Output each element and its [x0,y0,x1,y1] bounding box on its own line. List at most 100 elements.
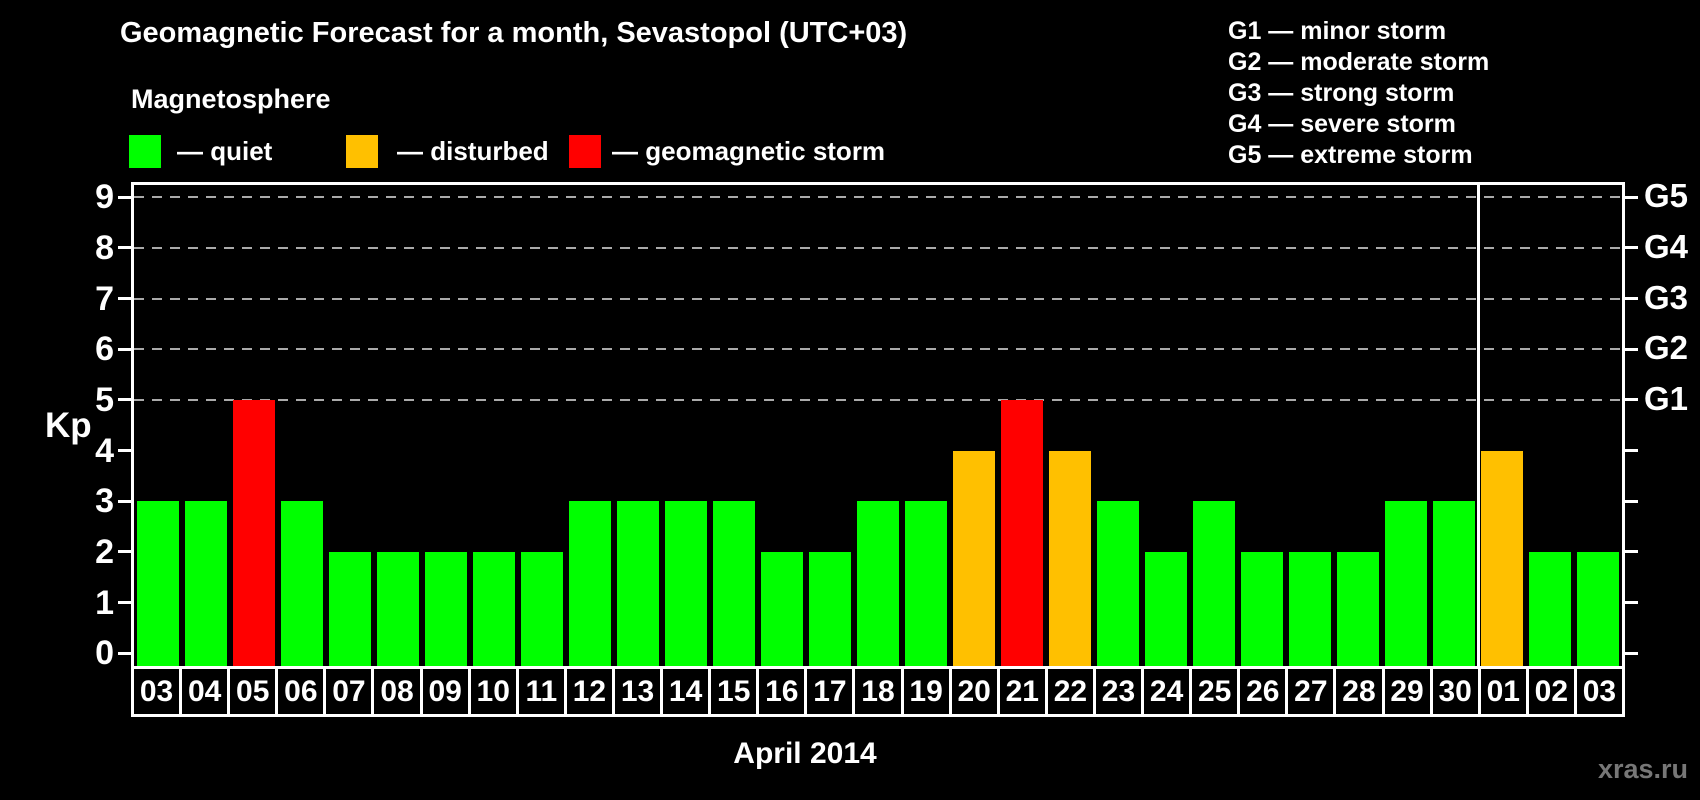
quiet-color-swatch [129,135,161,168]
y-tick-right-2 [1625,550,1638,554]
y-tick-right-4 [1625,449,1638,453]
day-label-01: 01 [1477,666,1529,717]
g-legend-line-g3: G3 — strong storm [1228,79,1455,107]
right-axis-label-g4: G4 [1644,227,1689,265]
magnetosphere-label: Magnetosphere [131,84,331,114]
gridline-kp8 [134,246,1622,249]
kp-bar-day-03 [136,501,179,666]
y-tick-left-1 [118,601,131,605]
kp-bar-day-02 [1528,551,1571,666]
day-label-16: 16 [756,666,808,717]
y-axis-title: Kp [45,406,92,445]
y-tick-label-3: 3 [95,482,114,521]
legend-item-quiet: — quiet [129,135,272,168]
day-label-13: 13 [611,666,664,717]
kp-bar-day-03 [1576,551,1619,666]
g-scale-legend: G1 — minor storm G2 — moderate storm G3 … [1228,16,1489,171]
kp-bar-day-12 [568,501,611,666]
day-label-18: 18 [852,666,904,717]
day-label-03: 03 [1573,666,1625,717]
kp-bar-day-25 [1192,501,1235,666]
day-label-20: 20 [948,666,1000,717]
kp-bar-day-05 [232,399,275,666]
kp-bar-day-20 [952,450,995,666]
y-tick-label-6: 6 [95,330,114,369]
storm-color-swatch [569,135,601,168]
kp-bar-day-28 [1336,551,1379,666]
y-tick-right-1 [1625,601,1638,605]
day-label-10: 10 [467,666,519,717]
kp-bar-day-14 [664,501,707,666]
legend-item-disturbed: — disturbed [346,135,549,168]
kp-bar-day-27 [1288,551,1331,666]
day-label-17: 17 [804,666,856,717]
kp-bar-day-09 [424,551,467,666]
day-label-06: 06 [275,666,327,717]
day-label-27: 27 [1285,666,1337,717]
day-label-04: 04 [179,666,231,717]
g-legend-line-g5: G5 — extreme storm [1228,141,1473,169]
day-label-28: 28 [1333,666,1385,717]
legend-label: — quiet [177,136,273,166]
kp-bar-day-16 [760,551,803,666]
y-tick-left-8 [118,246,131,250]
kp-bar-day-13 [616,501,659,666]
day-label-03: 03 [131,666,183,717]
kp-bar-day-21 [1000,399,1043,666]
day-label-02: 02 [1525,666,1577,717]
y-tick-right-7 [1625,297,1638,301]
chart-title: Geomagnetic Forecast for a month, Sevast… [120,17,908,49]
y-tick-label-1: 1 [95,583,114,622]
legend-label: — disturbed [397,136,549,166]
plot-area: 0 1 2 3 4 5 6 7 8 9 G1 G2 G3 G4 G5 [95,177,1688,672]
y-tick-right-9 [1625,195,1638,199]
day-label-19: 19 [900,666,952,717]
kp-bar-day-29 [1384,501,1427,666]
kp-bar-day-19 [904,501,947,666]
day-label-08: 08 [371,666,423,717]
day-label-30: 30 [1429,666,1481,717]
y-tick-left-6 [118,347,131,351]
day-label-24: 24 [1141,666,1193,717]
kp-bar-day-08 [376,551,419,666]
day-label-26: 26 [1237,666,1289,717]
legend-item-storm: — geomagnetic storm [569,135,885,168]
right-axis-label-g1: G1 [1644,379,1689,417]
y-tick-right-3 [1625,499,1638,503]
day-label-05: 05 [227,666,279,717]
kp-bar-day-07 [328,551,371,666]
kp-bar-day-22 [1048,450,1091,666]
y-tick-left-5 [118,398,131,402]
kp-bar-day-18 [856,501,899,666]
kp-bar-day-24 [1144,551,1187,666]
kp-bar-day-23 [1096,501,1139,666]
day-label-29: 29 [1381,666,1433,717]
day-label-14: 14 [660,666,712,717]
kp-bar-day-30 [1432,501,1475,666]
day-label-12: 12 [563,666,615,717]
y-tick-right-8 [1625,246,1638,250]
day-label-11: 11 [515,666,567,717]
g-legend-line-g1: G1 — minor storm [1228,17,1447,45]
kp-bar-day-06 [280,501,323,666]
y-tick-left-9 [118,195,131,199]
day-label-25: 25 [1189,666,1241,717]
kp-bar-day-15 [712,501,755,666]
y-tick-left-4 [118,449,131,453]
y-tick-label-2: 2 [95,532,114,571]
y-tick-left-3 [118,499,131,503]
x-axis-day-labels: 03 04 05 06 07 08 09 10 11 12 13 14 15 16 17 18 19 20 21 22… [131,666,1625,717]
kp-bar-day-26 [1240,551,1283,666]
y-tick-right-6 [1625,347,1638,351]
y-tick-label-8: 8 [95,228,114,267]
gridline-kp5 [134,398,1622,401]
day-label-22: 22 [1044,666,1096,717]
day-label-09: 09 [419,666,471,717]
y-tick-left-0 [118,651,131,655]
g-legend-line-g2: G2 — moderate storm [1228,48,1490,76]
y-tick-right-5 [1625,398,1638,402]
right-axis-label-g5: G5 [1644,177,1689,215]
day-label-21: 21 [996,666,1048,717]
day-label-23: 23 [1092,666,1145,717]
watermark: xras.ru [1597,754,1688,784]
